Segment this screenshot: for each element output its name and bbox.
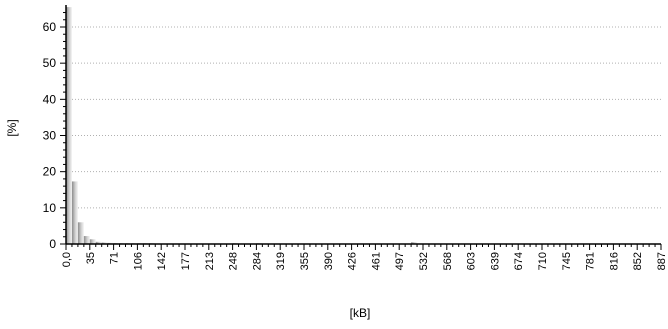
y-tick-label: 20	[43, 165, 57, 179]
x-tick-label: 319	[275, 252, 287, 270]
x-tick-label: 781	[585, 252, 597, 270]
tick-labels: 0 10 20 30 40 50 60 0,0 35 71 106 142 177 213 248 284 31…	[43, 20, 668, 270]
bars	[66, 7, 418, 244]
histogram-bar	[66, 7, 72, 244]
y-tick-label: 0	[49, 237, 56, 251]
x-tick-label: 461	[370, 252, 382, 270]
x-tick-label: 426	[347, 252, 359, 270]
x-tick-label: 0,0	[61, 252, 73, 267]
histogram-bar	[71, 181, 78, 244]
y-tick-label: 50	[43, 56, 57, 70]
x-tick-label: 248	[228, 252, 240, 270]
histogram-bar	[89, 239, 96, 244]
x-tick-label: 142	[156, 252, 168, 270]
y-tick-label: 60	[43, 20, 57, 34]
y-tick-label: 40	[43, 92, 57, 106]
x-tick-label: 887	[656, 252, 668, 270]
x-tick-label: 213	[204, 252, 216, 270]
histogram-bar	[77, 222, 84, 244]
x-tick-label: 816	[608, 252, 620, 270]
x-tick-label: 177	[180, 252, 192, 270]
axes	[60, 5, 662, 250]
x-tick-label: 745	[561, 252, 573, 270]
y-tick-label: 10	[43, 201, 57, 215]
x-tick-label: 603	[466, 252, 478, 270]
y-axis-label: [%]	[5, 119, 19, 136]
histogram-bar	[83, 236, 90, 244]
x-tick-label: 710	[537, 252, 549, 270]
x-tick-label: 674	[513, 252, 525, 270]
y-tick-label: 30	[43, 129, 57, 143]
x-tick-label: 71	[109, 252, 121, 264]
x-tick-label: 497	[394, 252, 406, 270]
x-tick-label: 284	[251, 252, 263, 270]
x-axis-label: [kB]	[350, 306, 371, 320]
x-tick-label: 106	[132, 252, 144, 270]
x-tick-label: 852	[632, 252, 644, 270]
x-tick-label: 355	[299, 252, 311, 270]
histogram-bar	[95, 241, 102, 244]
x-tick-label: 35	[85, 252, 97, 264]
grid-lines	[66, 26, 661, 209]
x-tick-label: 639	[489, 252, 501, 270]
x-tick-label: 532	[418, 252, 430, 270]
histogram-bar	[411, 242, 418, 244]
x-tick-label: 568	[442, 252, 454, 270]
x-tick-label: 390	[323, 252, 335, 270]
